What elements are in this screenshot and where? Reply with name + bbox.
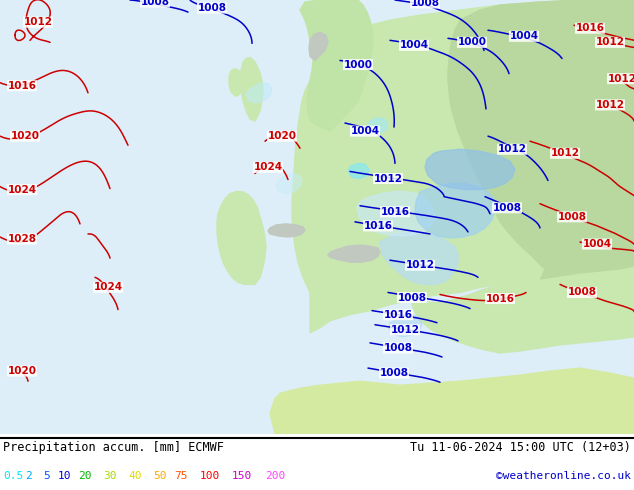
Text: 1008: 1008 [398,293,427,302]
Text: 1012: 1012 [498,144,526,154]
Text: 1020: 1020 [8,366,37,376]
Text: 1016: 1016 [8,81,37,91]
Text: 1016: 1016 [486,294,515,303]
Text: 1016: 1016 [363,221,392,231]
Text: 1008: 1008 [410,0,439,8]
Text: 30: 30 [103,471,117,481]
Text: 1012: 1012 [373,173,403,183]
Text: 1012: 1012 [607,74,634,84]
Polygon shape [389,315,422,337]
Polygon shape [412,267,634,353]
Text: 1028: 1028 [8,234,37,244]
Text: 1008: 1008 [384,343,413,353]
Text: 1012: 1012 [595,100,624,110]
Text: 1012: 1012 [595,37,624,48]
Polygon shape [292,0,634,333]
Polygon shape [268,224,305,237]
Text: 5: 5 [43,471,49,481]
Text: 150: 150 [232,471,252,481]
Text: 1012: 1012 [23,17,53,27]
Text: 1004: 1004 [351,126,380,136]
Polygon shape [309,32,328,60]
Text: 1008: 1008 [567,288,597,297]
Text: 1024: 1024 [8,185,37,195]
Polygon shape [270,368,634,434]
Text: 100: 100 [200,471,220,481]
Text: 20: 20 [78,471,91,481]
Text: 1012: 1012 [406,260,434,270]
Text: 1020: 1020 [268,131,297,141]
Polygon shape [217,192,266,284]
Polygon shape [328,245,380,262]
Polygon shape [357,192,434,236]
Text: 75: 75 [174,471,188,481]
Text: 1020: 1020 [11,131,39,141]
Text: 0.5: 0.5 [3,471,23,481]
Text: 10: 10 [58,471,72,481]
Polygon shape [246,83,272,103]
Text: 1012: 1012 [391,325,420,335]
Text: 40: 40 [128,471,141,481]
Polygon shape [276,173,302,194]
Text: Tu 11-06-2024 15:00 UTC (12+03): Tu 11-06-2024 15:00 UTC (12+03) [410,441,631,454]
Text: 1004: 1004 [510,31,538,41]
Text: Precipitation accum. [mm] ECMWF: Precipitation accum. [mm] ECMWF [3,441,224,454]
Text: 1024: 1024 [254,162,283,172]
Text: 1004: 1004 [583,239,612,249]
Polygon shape [415,184,495,238]
Text: 1016: 1016 [576,23,604,33]
Text: 1008: 1008 [557,212,586,222]
Polygon shape [425,149,515,190]
Polygon shape [229,69,243,96]
Text: 1008: 1008 [493,203,522,213]
Text: 1008: 1008 [380,368,408,378]
Polygon shape [240,57,263,121]
Polygon shape [368,118,388,133]
Polygon shape [448,0,634,280]
Text: 1008: 1008 [141,0,169,7]
Polygon shape [348,163,369,178]
Text: 50: 50 [153,471,167,481]
Text: 1000: 1000 [344,60,373,70]
Text: 1008: 1008 [198,3,226,13]
Polygon shape [300,0,373,131]
Text: 1024: 1024 [93,282,122,293]
Polygon shape [380,232,458,284]
Text: 1000: 1000 [458,37,486,48]
Text: 200: 200 [265,471,285,481]
Text: 2: 2 [25,471,32,481]
Text: 1016: 1016 [384,310,413,319]
Text: 1012: 1012 [550,148,579,158]
Text: 1004: 1004 [399,40,429,50]
Text: 1016: 1016 [380,207,410,217]
Text: ©weatheronline.co.uk: ©weatheronline.co.uk [496,471,631,481]
